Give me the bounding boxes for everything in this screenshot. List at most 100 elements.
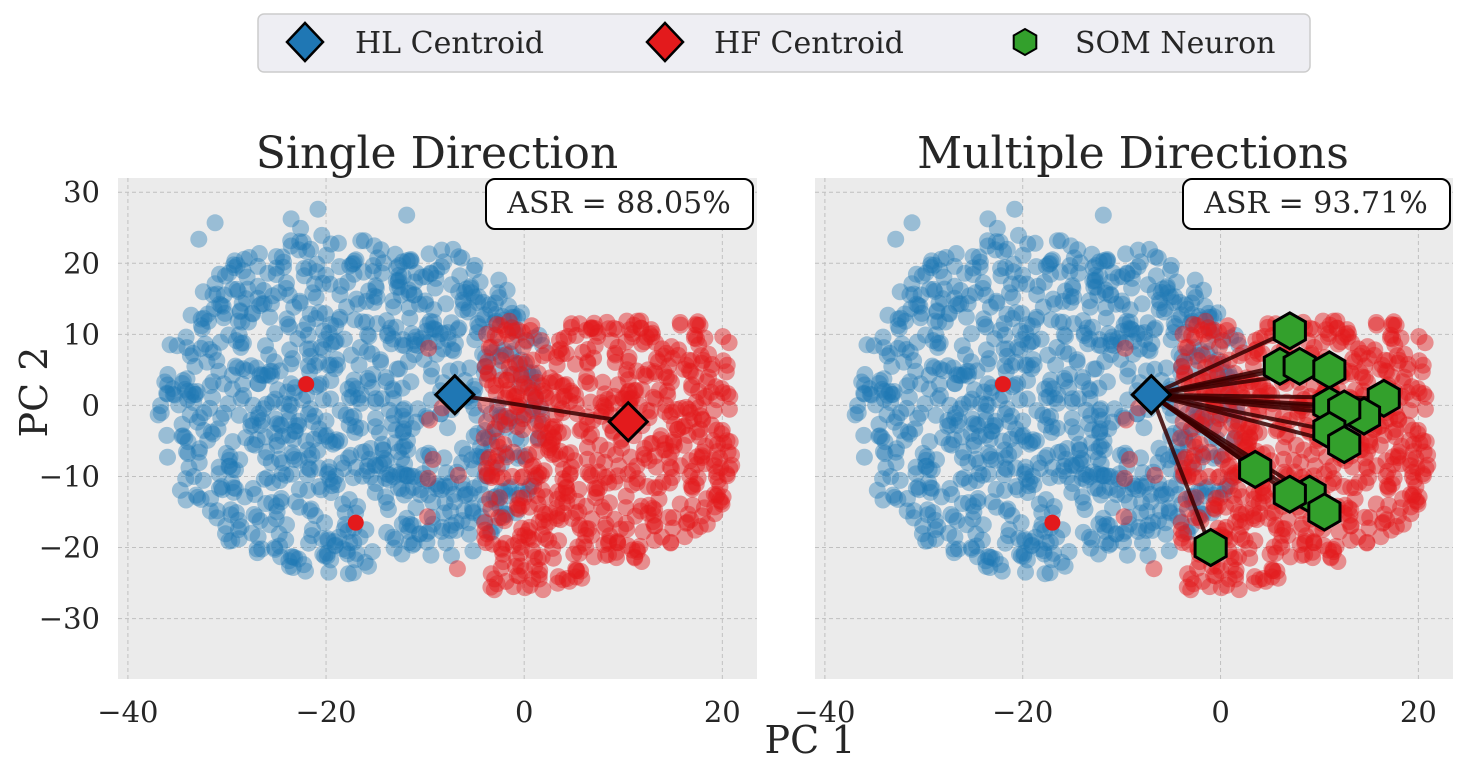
hl-point <box>395 486 413 504</box>
hl-point <box>502 478 520 496</box>
hf-point <box>544 390 562 408</box>
hl-point <box>413 470 431 488</box>
hl-point <box>1046 295 1064 313</box>
hf-point <box>713 495 731 513</box>
hl-point <box>1102 346 1120 363</box>
hl-point <box>509 308 527 326</box>
hl-point <box>223 461 241 478</box>
hf-point <box>536 429 554 447</box>
hf-point <box>617 333 635 351</box>
hl-point <box>1022 333 1040 351</box>
hf-point <box>490 509 508 527</box>
hl-point <box>1007 478 1025 496</box>
hl-point <box>1141 240 1158 258</box>
hl-point <box>224 280 242 298</box>
hl-point <box>269 381 287 399</box>
hf-point <box>1414 467 1432 485</box>
hl-point <box>1083 245 1101 263</box>
hf-point <box>1386 336 1404 354</box>
asr-label-multiple: ASR = 93.71% <box>1203 186 1427 221</box>
hl-point <box>436 494 454 512</box>
hl-point <box>216 267 234 285</box>
hl-point <box>1198 478 1216 496</box>
hl-point <box>373 435 391 453</box>
hl-point <box>496 444 514 462</box>
hf-point <box>1378 363 1396 381</box>
hf-point <box>1279 510 1297 528</box>
hf-point <box>656 435 674 452</box>
hl-point <box>523 364 541 382</box>
hf-point <box>479 450 497 468</box>
hf-point <box>623 476 641 494</box>
hl-point <box>946 528 964 546</box>
hf-point <box>521 576 539 594</box>
hf-point <box>1404 421 1422 439</box>
hl-point <box>244 416 262 434</box>
hl-point <box>1154 280 1172 298</box>
hl-point <box>1099 325 1117 343</box>
hf-point <box>714 488 732 506</box>
hf-point <box>619 537 637 555</box>
hl-point <box>1152 502 1169 520</box>
hf-point <box>646 501 664 519</box>
hl-point <box>1084 272 1102 290</box>
hl-point <box>1120 515 1138 533</box>
hf-point <box>1384 316 1402 334</box>
hl-point <box>1102 332 1120 350</box>
grid-multiple <box>815 178 1453 679</box>
hl-point <box>327 467 345 485</box>
hl-point <box>158 384 176 402</box>
hl-point <box>946 277 964 295</box>
hl-point <box>484 458 501 476</box>
hf-point <box>1357 474 1375 492</box>
hl-point <box>942 506 960 523</box>
hf-point <box>508 550 526 568</box>
hf-point <box>646 447 664 465</box>
hl-point <box>398 517 416 535</box>
hf-point <box>605 387 623 405</box>
hl-point <box>258 443 276 461</box>
hf-point <box>1220 570 1238 588</box>
hl-point <box>266 325 284 343</box>
hl-point <box>1113 407 1131 425</box>
hl-point <box>268 436 286 454</box>
hf-point <box>651 431 669 449</box>
hl-point <box>230 530 248 548</box>
hl-point <box>926 282 944 300</box>
hf-point <box>1186 438 1204 456</box>
hl-point <box>1023 536 1041 554</box>
hf-point <box>596 469 614 486</box>
hf-point <box>1330 523 1348 541</box>
hl-point <box>977 341 995 359</box>
hl-point <box>405 286 423 304</box>
hl-point <box>1200 308 1218 326</box>
hf-point <box>669 420 687 438</box>
hl-point <box>377 488 394 506</box>
hl-point <box>928 451 945 469</box>
hl-point <box>1091 465 1109 483</box>
hf-point <box>1339 328 1357 346</box>
hf-point <box>512 557 530 575</box>
hl-point <box>202 423 220 441</box>
hl-point <box>1185 338 1203 356</box>
hl-point <box>302 340 320 358</box>
hl-point <box>443 341 461 359</box>
hf-point <box>679 400 697 418</box>
hl-point <box>347 459 365 476</box>
hf-point <box>703 356 721 373</box>
hl-point <box>303 446 321 464</box>
hl-point <box>946 289 964 307</box>
hf-point <box>705 402 723 420</box>
hl-point <box>974 274 992 292</box>
hl-point <box>485 314 503 332</box>
hl-point <box>982 384 1000 402</box>
hf-point <box>689 469 707 487</box>
hl-point <box>278 310 296 328</box>
hl-point <box>1091 424 1108 442</box>
hl-point <box>480 324 498 341</box>
hl-point <box>1130 519 1148 536</box>
hf-point <box>662 533 680 551</box>
hf-point <box>645 531 663 549</box>
hf-point <box>486 326 504 344</box>
hf-point <box>691 316 709 334</box>
